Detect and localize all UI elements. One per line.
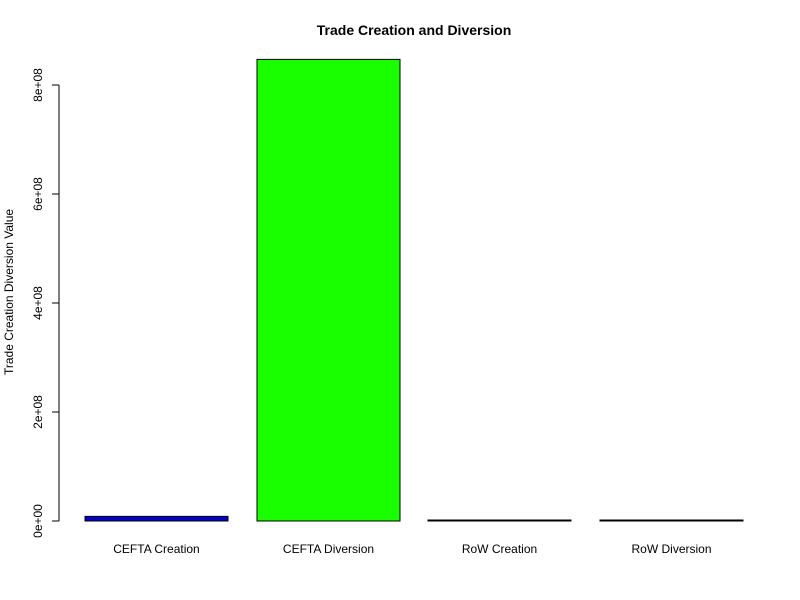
y-axis-label: Trade Creation Diversion Value — [2, 209, 16, 375]
x-category-label: RoW Creation — [462, 542, 537, 556]
chart-title: Trade Creation and Diversion — [317, 22, 512, 38]
bar-row-diversion — [599, 519, 744, 522]
y-axis: 0e+00 2e+08 4e+08 6e+08 8e+08 — [31, 68, 60, 538]
bars — [84, 58, 744, 522]
y-tick-label: 2e+08 — [31, 395, 45, 429]
y-tick-label: 0e+00 — [31, 504, 45, 538]
bar-cefta-diversion — [256, 58, 401, 522]
bar-row-creation — [427, 519, 572, 522]
x-category-label: CEFTA Diversion — [283, 542, 374, 556]
y-tick-label: 6e+08 — [31, 177, 45, 211]
y-tick-label: 8e+08 — [31, 68, 45, 102]
y-tick-label: 4e+08 — [31, 286, 45, 320]
x-category-label: CEFTA Creation — [113, 542, 199, 556]
x-category-label: RoW Diversion — [631, 542, 711, 556]
category-labels: CEFTA Creation CEFTA Diversion RoW Creatio… — [113, 542, 711, 556]
bar-cefta-creation — [84, 515, 229, 522]
